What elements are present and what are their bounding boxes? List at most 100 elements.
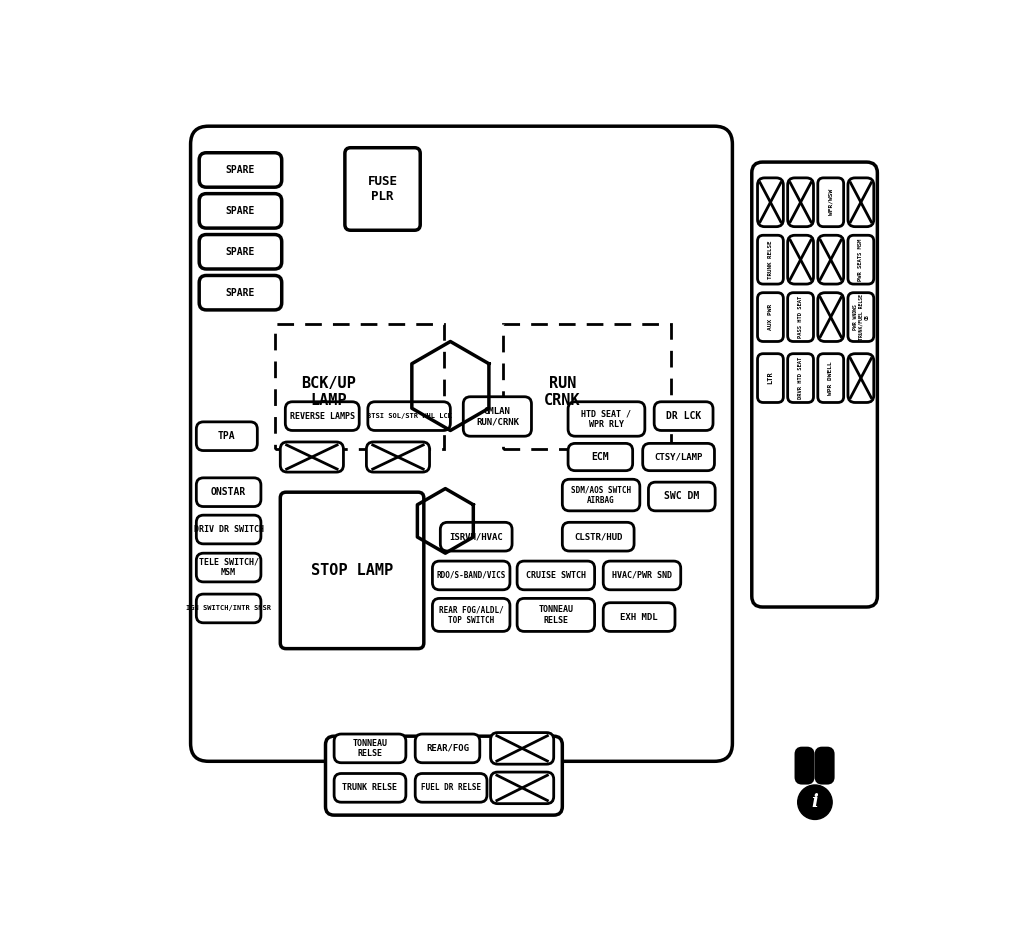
Text: REAR/FOG: REAR/FOG	[426, 744, 469, 753]
Text: SPARE: SPARE	[226, 247, 255, 257]
Text: CRUISE SWTCH: CRUISE SWTCH	[526, 571, 586, 580]
FancyBboxPatch shape	[197, 422, 258, 450]
FancyBboxPatch shape	[818, 353, 844, 403]
FancyBboxPatch shape	[654, 402, 713, 431]
FancyBboxPatch shape	[817, 748, 833, 783]
FancyBboxPatch shape	[191, 126, 732, 761]
Bar	[275, 323, 444, 449]
FancyBboxPatch shape	[285, 402, 359, 431]
FancyBboxPatch shape	[604, 603, 675, 631]
Text: BTSI SOL/STR WHL LCK: BTSI SOL/STR WHL LCK	[367, 413, 451, 419]
Text: i: i	[812, 793, 819, 811]
FancyBboxPatch shape	[757, 293, 784, 341]
FancyBboxPatch shape	[848, 293, 873, 341]
FancyBboxPatch shape	[848, 353, 873, 403]
Text: IGN SWITCH/INTR SNSR: IGN SWITCH/INTR SNSR	[186, 606, 271, 611]
Text: WPR DWELL: WPR DWELL	[828, 362, 833, 395]
FancyBboxPatch shape	[197, 478, 261, 507]
Text: GMLAN
RUN/CRNK: GMLAN RUN/CRNK	[476, 406, 519, 426]
FancyBboxPatch shape	[604, 561, 681, 590]
FancyBboxPatch shape	[490, 772, 554, 803]
FancyBboxPatch shape	[415, 774, 487, 802]
FancyBboxPatch shape	[199, 235, 282, 269]
Bar	[503, 323, 672, 449]
Circle shape	[797, 785, 832, 819]
FancyBboxPatch shape	[367, 442, 430, 473]
Text: FUSE
PLR: FUSE PLR	[368, 175, 398, 203]
FancyBboxPatch shape	[433, 561, 510, 590]
Text: SDM/AOS SWTCH
AIRBAG: SDM/AOS SWTCH AIRBAG	[571, 486, 631, 505]
Text: ISRVM/HVAC: ISRVM/HVAC	[449, 532, 503, 541]
Text: RUN
CRNK: RUN CRNK	[544, 376, 581, 408]
FancyBboxPatch shape	[517, 561, 594, 590]
Text: TRUNK RELSE: TRUNK RELSE	[343, 784, 398, 792]
FancyBboxPatch shape	[280, 492, 423, 649]
FancyBboxPatch shape	[649, 482, 715, 511]
FancyBboxPatch shape	[569, 444, 632, 471]
Text: AUX PWR: AUX PWR	[768, 304, 772, 330]
Text: BCK/UP
LAMP: BCK/UP LAMP	[301, 376, 355, 408]
Text: TELE SWITCH/
MSM: TELE SWITCH/ MSM	[199, 558, 259, 577]
Text: TONNEAU
RELSE: TONNEAU RELSE	[352, 739, 387, 758]
Text: PWR SEATS MSM: PWR SEATS MSM	[858, 239, 863, 281]
FancyBboxPatch shape	[818, 178, 844, 226]
FancyBboxPatch shape	[788, 293, 814, 341]
Text: PWR WNDWS
TRUNK/FUEL RELSE
CB: PWR WNDWS TRUNK/FUEL RELSE CB	[853, 295, 869, 340]
FancyBboxPatch shape	[788, 235, 814, 284]
FancyBboxPatch shape	[848, 235, 873, 284]
FancyBboxPatch shape	[643, 444, 715, 471]
Text: SPARE: SPARE	[226, 288, 255, 297]
Text: TRUNK RELSE: TRUNK RELSE	[768, 240, 772, 279]
FancyBboxPatch shape	[433, 598, 510, 631]
Text: HTD SEAT /
WPR RLY: HTD SEAT / WPR RLY	[582, 409, 631, 429]
Text: LTR: LTR	[767, 372, 774, 385]
Text: SPARE: SPARE	[226, 206, 255, 216]
FancyBboxPatch shape	[199, 153, 282, 187]
Text: FUEL DR RELSE: FUEL DR RELSE	[421, 784, 481, 792]
Text: STOP LAMP: STOP LAMP	[311, 563, 393, 578]
FancyBboxPatch shape	[368, 402, 450, 431]
FancyBboxPatch shape	[788, 353, 814, 403]
FancyBboxPatch shape	[345, 148, 420, 230]
FancyBboxPatch shape	[334, 734, 406, 762]
FancyBboxPatch shape	[415, 734, 480, 762]
Text: PASS HTD SEAT: PASS HTD SEAT	[798, 296, 803, 338]
Text: CTSY/LAMP: CTSY/LAMP	[654, 453, 702, 461]
Text: DRVR HTD SEAT: DRVR HTD SEAT	[798, 357, 803, 399]
Text: TPA: TPA	[218, 432, 236, 441]
Text: ECM: ECM	[591, 452, 609, 462]
FancyBboxPatch shape	[325, 736, 562, 816]
Text: EXH MDL: EXH MDL	[620, 612, 658, 622]
Text: ONSTAR: ONSTAR	[211, 487, 246, 497]
FancyBboxPatch shape	[197, 594, 261, 623]
FancyBboxPatch shape	[757, 235, 784, 284]
FancyBboxPatch shape	[199, 194, 282, 228]
FancyBboxPatch shape	[562, 522, 634, 551]
FancyBboxPatch shape	[464, 397, 531, 436]
FancyBboxPatch shape	[490, 733, 554, 764]
FancyBboxPatch shape	[796, 748, 813, 783]
Text: REVERSE LAMPS: REVERSE LAMPS	[289, 412, 354, 420]
FancyBboxPatch shape	[818, 293, 844, 341]
FancyBboxPatch shape	[569, 402, 645, 436]
FancyBboxPatch shape	[440, 522, 512, 551]
FancyBboxPatch shape	[334, 774, 406, 802]
FancyBboxPatch shape	[197, 554, 261, 582]
FancyBboxPatch shape	[757, 353, 784, 403]
FancyBboxPatch shape	[517, 598, 594, 631]
Text: SPARE: SPARE	[226, 165, 255, 175]
Text: CLSTR/HUD: CLSTR/HUD	[574, 532, 622, 541]
FancyBboxPatch shape	[818, 235, 844, 284]
Text: TONNEAU
RELSE: TONNEAU RELSE	[539, 605, 574, 624]
Text: RDO/S-BAND/VICS: RDO/S-BAND/VICS	[437, 571, 506, 580]
FancyBboxPatch shape	[757, 178, 784, 226]
Text: HVAC/PWR SND: HVAC/PWR SND	[612, 571, 672, 580]
FancyBboxPatch shape	[562, 479, 640, 511]
Text: WFR/WSW: WFR/WSW	[828, 189, 833, 215]
FancyBboxPatch shape	[788, 178, 814, 226]
FancyBboxPatch shape	[752, 162, 878, 607]
FancyBboxPatch shape	[199, 276, 282, 310]
Text: DR LCK: DR LCK	[666, 411, 701, 421]
Text: REAR FOG/ALDL/
TOP SWITCH: REAR FOG/ALDL/ TOP SWITCH	[439, 605, 504, 624]
Text: SWC DM: SWC DM	[664, 491, 699, 501]
